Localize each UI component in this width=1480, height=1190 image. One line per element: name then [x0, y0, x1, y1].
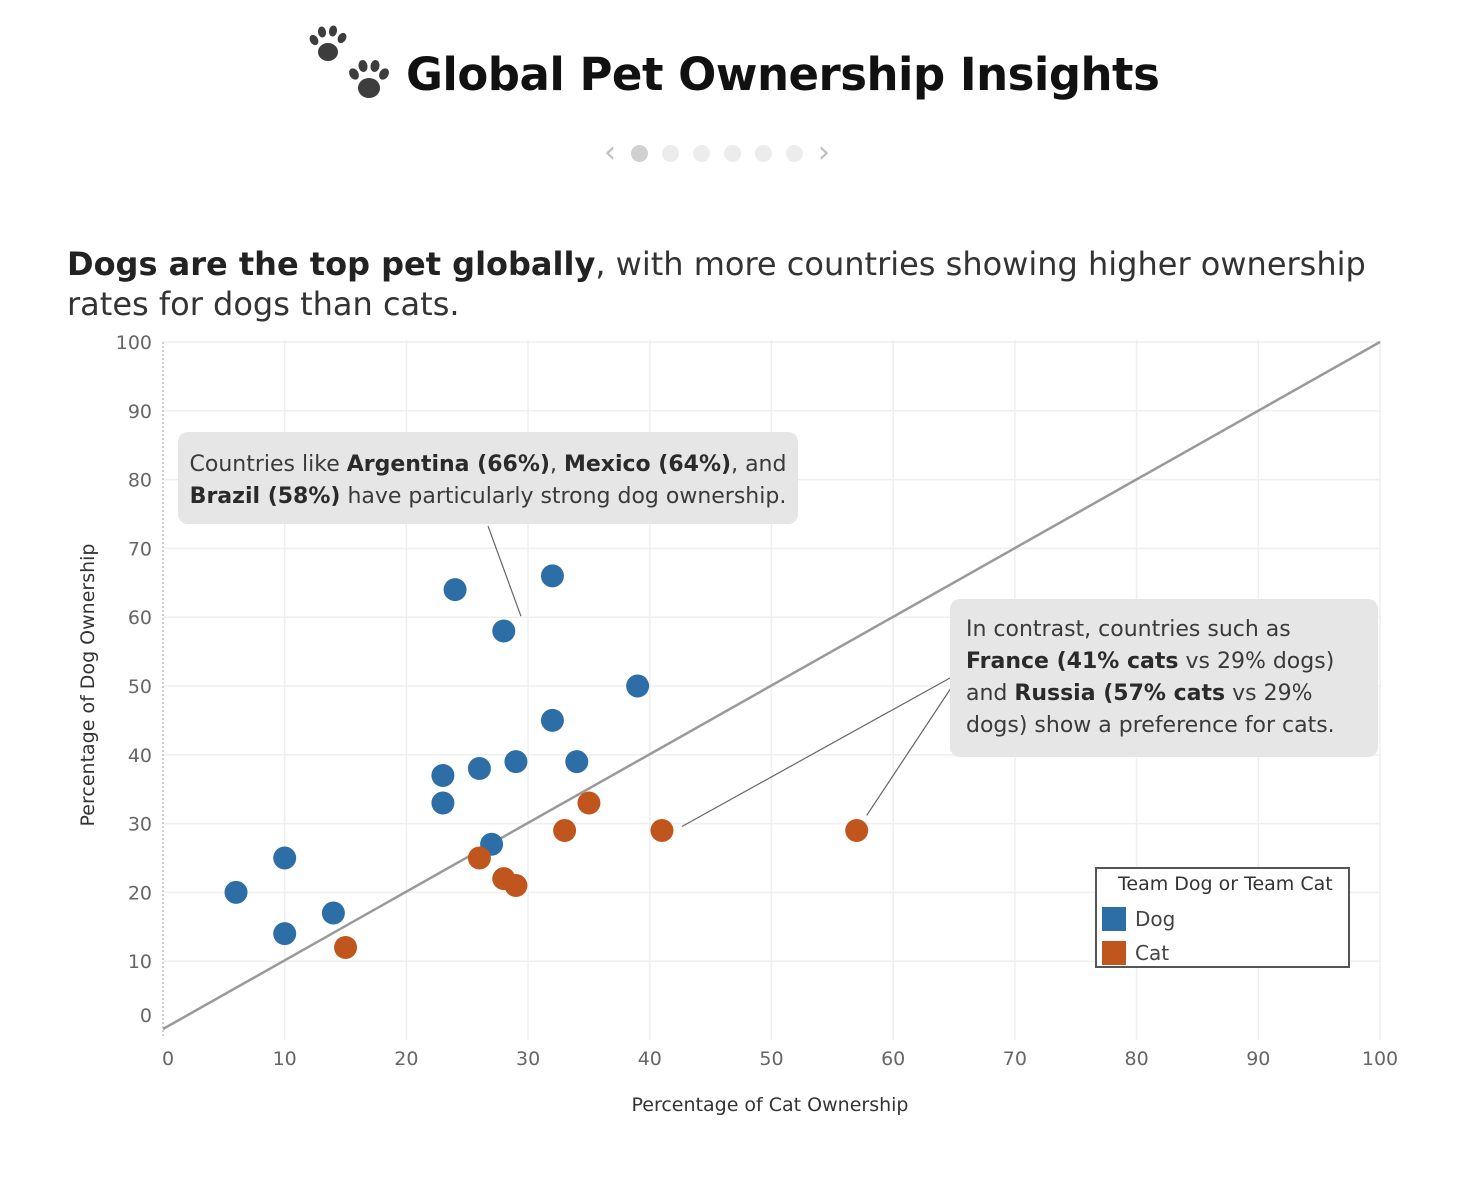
pager-dot[interactable] [631, 144, 648, 162]
x-tick-label: 30 [516, 1048, 540, 1070]
y-tick-label: 20 [128, 882, 152, 904]
y-tick-label: 40 [128, 745, 152, 767]
y-tick-label: 30 [128, 814, 152, 836]
annotation-cat-countries: In contrast, countries such as France (4… [950, 599, 1378, 757]
annotation-text: vs 29% dogs) and [966, 649, 1335, 706]
y-tick-label: 70 [128, 538, 152, 560]
x-tick-label: 70 [1003, 1048, 1027, 1070]
page-title: Global Pet Ownership Insights [406, 48, 1160, 101]
y-tick-label: 80 [128, 470, 152, 492]
legend-swatch-dog [1102, 907, 1126, 931]
legend-swatch-cat [1102, 941, 1126, 965]
pager-dot[interactable] [724, 144, 741, 162]
reference-line [162, 340, 1381, 1031]
chevron-right-icon[interactable]: › [818, 135, 830, 170]
header: Global Pet Ownership Insights [0, 10, 1480, 120]
dog-point [565, 750, 589, 774]
x-tick-label: 40 [638, 1048, 662, 1070]
dog-point [492, 619, 516, 643]
annotation-text: Argentina (66%) [346, 452, 550, 477]
cat-point [504, 874, 528, 898]
dog-point [504, 750, 528, 774]
legend: Team Dog or Team Cat Dog Cat [1095, 867, 1350, 968]
cat-point [650, 818, 674, 842]
x-tick-label: 10 [273, 1048, 297, 1070]
paw-prints-icon [309, 25, 389, 98]
cat-point [845, 818, 869, 842]
dog-point [273, 922, 297, 946]
x-tick-label: 50 [759, 1048, 783, 1070]
annotation-text: Russia [1014, 681, 1096, 706]
pager-dot[interactable] [755, 144, 772, 162]
dog-point [224, 880, 248, 904]
x-tick-label: 80 [1125, 1048, 1149, 1070]
x-tick-label: 60 [881, 1048, 905, 1070]
annotation-text: (57% cats [1095, 681, 1226, 706]
annotation-leader-line [681, 677, 951, 828]
dog-point [431, 791, 455, 815]
annotation-text: (41% cats [1048, 649, 1179, 674]
x-tick-label: 100 [1362, 1048, 1398, 1070]
chevron-left-icon[interactable]: ‹ [604, 135, 616, 170]
cat-point [553, 818, 577, 842]
annotation-text: have particularly strong dog ownership. [340, 484, 787, 509]
annotation-leader-line [487, 525, 522, 617]
annotation-text: vs 29% dogs) show a preference for cats. [966, 681, 1335, 738]
legend-title: Team Dog or Team Cat [1118, 873, 1333, 895]
x-axis-title: Percentage of Cat Ownership [632, 1094, 909, 1116]
x-tick-label: 20 [394, 1048, 418, 1070]
y-tick-label: 90 [128, 401, 152, 423]
headline-rest: , with more countries showing higher own… [67, 245, 1366, 323]
cat-point [334, 935, 358, 959]
dog-point [443, 578, 467, 602]
dog-point [540, 708, 564, 732]
annotation-text: France [966, 649, 1049, 674]
legend-item-dog[interactable]: Dog [1102, 906, 1175, 932]
legend-label-dog: Dog [1135, 907, 1176, 931]
y-tick-label: 0 [140, 1005, 152, 1027]
y-tick-label: 60 [128, 607, 152, 629]
dog-point [431, 763, 455, 787]
annotation-text: , and [731, 452, 787, 477]
legend-label-cat: Cat [1135, 941, 1170, 965]
dog-point [626, 674, 650, 698]
y-tick-label: 10 [128, 951, 152, 973]
x-tick-label: 0 [162, 1048, 174, 1070]
x-tick-label: 90 [1246, 1048, 1270, 1070]
story-pager: ‹ › [596, 135, 838, 170]
annotation-text: In contrast, countries such as [966, 617, 1291, 642]
dog-point [321, 901, 345, 925]
cat-point [577, 791, 601, 815]
annotation-text: Mexico (64%) [563, 452, 732, 477]
y-tick-label: 100 [116, 332, 152, 354]
legend-item-cat[interactable]: Cat [1102, 940, 1169, 966]
annotation-leader-line [866, 684, 954, 816]
pager-dots [624, 144, 810, 162]
dog-point [273, 846, 297, 870]
annotation-text: (58%) [260, 484, 341, 509]
y-axis-title: Percentage of Dog Ownership [77, 544, 99, 827]
cat-point [467, 846, 491, 870]
annotation-text: , [549, 452, 564, 477]
dog-point [540, 564, 564, 588]
dog-point [467, 757, 491, 781]
headline: Dogs are the top pet globally, with more… [67, 244, 1367, 324]
annotation-text: Brazil [189, 484, 261, 509]
annotation-text: Countries like [189, 452, 347, 477]
pager-dot[interactable] [693, 144, 710, 162]
y-tick-label: 50 [128, 676, 152, 698]
pager-dot[interactable] [662, 144, 679, 162]
pager-dot[interactable] [786, 144, 803, 162]
headline-bold: Dogs are the top pet globally [67, 245, 596, 283]
annotation-dog-countries: Countries like Argentina (66%), Mexico (… [178, 432, 798, 524]
